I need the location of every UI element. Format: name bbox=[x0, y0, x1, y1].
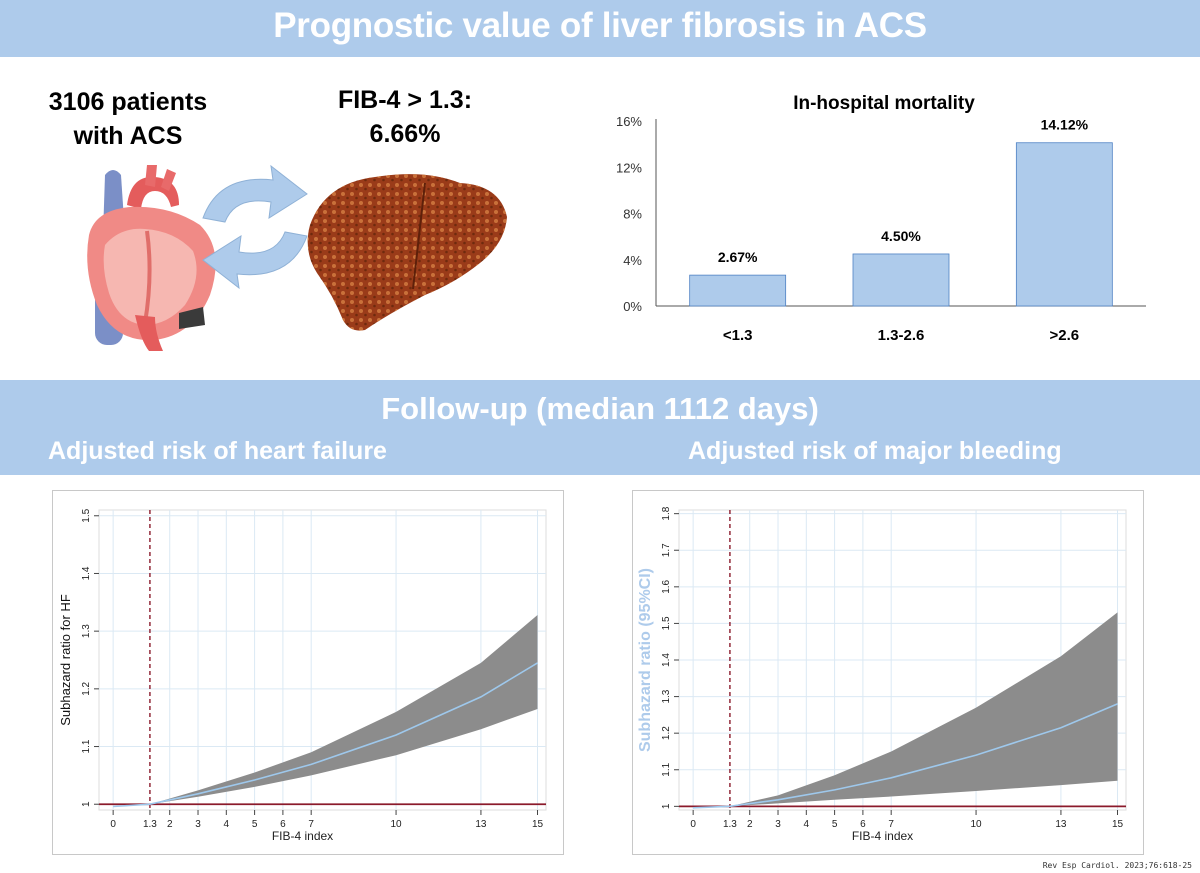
major-bleeding-risk-chart: 0 1.3 2 3 4 5 6 7 10 13 15 1 1.1 1.2 1.3 1.4 1.5 1.6 1.7 1.… bbox=[632, 490, 1144, 855]
x-tick-label: 1.3 bbox=[723, 819, 737, 830]
patients-summary: 3106 patients with ACS bbox=[28, 85, 228, 153]
major-bleeding-subtitle: Adjusted risk of major bleeding bbox=[688, 437, 1062, 465]
y-tick-label: 1.3 bbox=[81, 624, 92, 638]
x-tick-label: 6 bbox=[860, 819, 866, 830]
bar bbox=[1015, 142, 1113, 307]
x-tick-label: 5 bbox=[832, 819, 838, 830]
bar-category-label: >2.6 bbox=[1050, 327, 1080, 344]
heart-failure-subtitle: Adjusted risk of heart failure bbox=[48, 437, 387, 465]
y-tick-label: 1 bbox=[81, 801, 92, 807]
bar-y-tick-label: 8% bbox=[623, 207, 642, 222]
fib4-summary: FIB-4 > 1.3: 6.66% bbox=[305, 83, 505, 151]
x-tick-label: 4 bbox=[804, 819, 810, 830]
x-axis-label: FIB-4 index bbox=[852, 829, 913, 843]
y-tick-label: 1.5 bbox=[661, 616, 672, 630]
bar-y-tick-label: 12% bbox=[616, 160, 642, 175]
y-axis-label: Subhazard ratio (95%CI) bbox=[637, 568, 654, 752]
x-tick-label: 13 bbox=[475, 819, 487, 830]
page-title: Prognostic value of liver fibrosis in AC… bbox=[273, 6, 927, 45]
x-tick-label: 10 bbox=[970, 819, 982, 830]
y-tick-label: 1.2 bbox=[81, 681, 92, 695]
bar-value-label: 2.67% bbox=[718, 249, 758, 265]
y-tick-label: 1.1 bbox=[81, 739, 92, 753]
x-tick-label: 3 bbox=[775, 819, 781, 830]
patients-count-text: 3106 patients bbox=[48, 88, 208, 116]
x-tick-label: 15 bbox=[532, 819, 544, 830]
x-tick-label: 15 bbox=[1112, 819, 1124, 830]
title-banner bbox=[0, 0, 1200, 57]
bar bbox=[689, 274, 787, 307]
y-tick-label: 1.6 bbox=[661, 579, 672, 593]
y-tick-label: 1.8 bbox=[661, 506, 672, 520]
bar-value-label: 14.12% bbox=[1041, 117, 1089, 133]
x-tick-label: 0 bbox=[110, 819, 116, 830]
followup-banner bbox=[0, 380, 1200, 475]
x-tick-label: 0 bbox=[690, 819, 696, 830]
bar-y-tick-label: 0% bbox=[623, 299, 642, 314]
bar bbox=[852, 253, 950, 307]
y-axis-label: Subhazard ratio for HF bbox=[58, 594, 73, 726]
x-tick-label: 7 bbox=[888, 819, 894, 830]
x-axis-label: FIB-4 index bbox=[272, 829, 333, 843]
bar-category-label: <1.3 bbox=[723, 327, 753, 344]
heart-icon bbox=[87, 165, 216, 351]
x-tick-label: 5 bbox=[252, 819, 258, 830]
x-tick-label: 13 bbox=[1055, 819, 1067, 830]
x-tick-label: 4 bbox=[224, 819, 230, 830]
y-tick-label: 1.1 bbox=[661, 762, 672, 776]
estimate-line bbox=[113, 662, 538, 808]
bar-y-tick-label: 4% bbox=[623, 253, 642, 268]
y-tick-label: 1 bbox=[661, 803, 672, 809]
followup-title: Follow-up (median 1112 days) bbox=[381, 391, 819, 426]
x-tick-label: 2 bbox=[167, 819, 173, 830]
fib4-threshold-text: FIB-4 > 1.3: bbox=[337, 86, 473, 114]
x-tick-label: 3 bbox=[195, 819, 201, 830]
confidence-band bbox=[729, 612, 1118, 807]
x-tick-label: 1.3 bbox=[143, 819, 157, 830]
x-tick-label: 7 bbox=[308, 819, 314, 830]
x-tick-label: 6 bbox=[280, 819, 286, 830]
confidence-band bbox=[149, 615, 538, 805]
x-tick-label: 2 bbox=[747, 819, 753, 830]
bar-value-label: 4.50% bbox=[881, 228, 921, 244]
heart-failure-risk-chart: 0 1.3 2 3 4 5 6 7 10 13 15 1 1.1 1.2 1.3 1.4 1.5 FIB-4 in… bbox=[52, 490, 564, 855]
estimate-line bbox=[693, 703, 1118, 809]
cycle-arrows-icon bbox=[202, 164, 308, 290]
y-tick-label: 1.3 bbox=[661, 689, 672, 703]
bar-category-label: 1.3-2.6 bbox=[878, 327, 925, 344]
y-tick-label: 1.4 bbox=[661, 653, 672, 667]
liver-icon bbox=[307, 174, 507, 331]
bar-y-tick-label: 16% bbox=[616, 114, 642, 129]
y-tick-label: 1.2 bbox=[661, 726, 672, 740]
y-tick-label: 1.7 bbox=[661, 543, 672, 557]
y-tick-label: 1.4 bbox=[81, 566, 92, 580]
y-tick-label: 1.5 bbox=[81, 508, 92, 522]
bar-chart-title: In-hospital mortality bbox=[793, 93, 975, 114]
in-hospital-mortality-bar-chart: In-hospital mortality 0% 4% 8% 12% 16% 2.67% <1… bbox=[616, 93, 1146, 344]
patients-condition-text: with ACS bbox=[73, 122, 183, 150]
citation: Rev Esp Cardiol. 2023;76:618-25 bbox=[1042, 861, 1192, 870]
fib4-percent-text: 6.66% bbox=[369, 120, 441, 148]
x-tick-label: 10 bbox=[390, 819, 402, 830]
